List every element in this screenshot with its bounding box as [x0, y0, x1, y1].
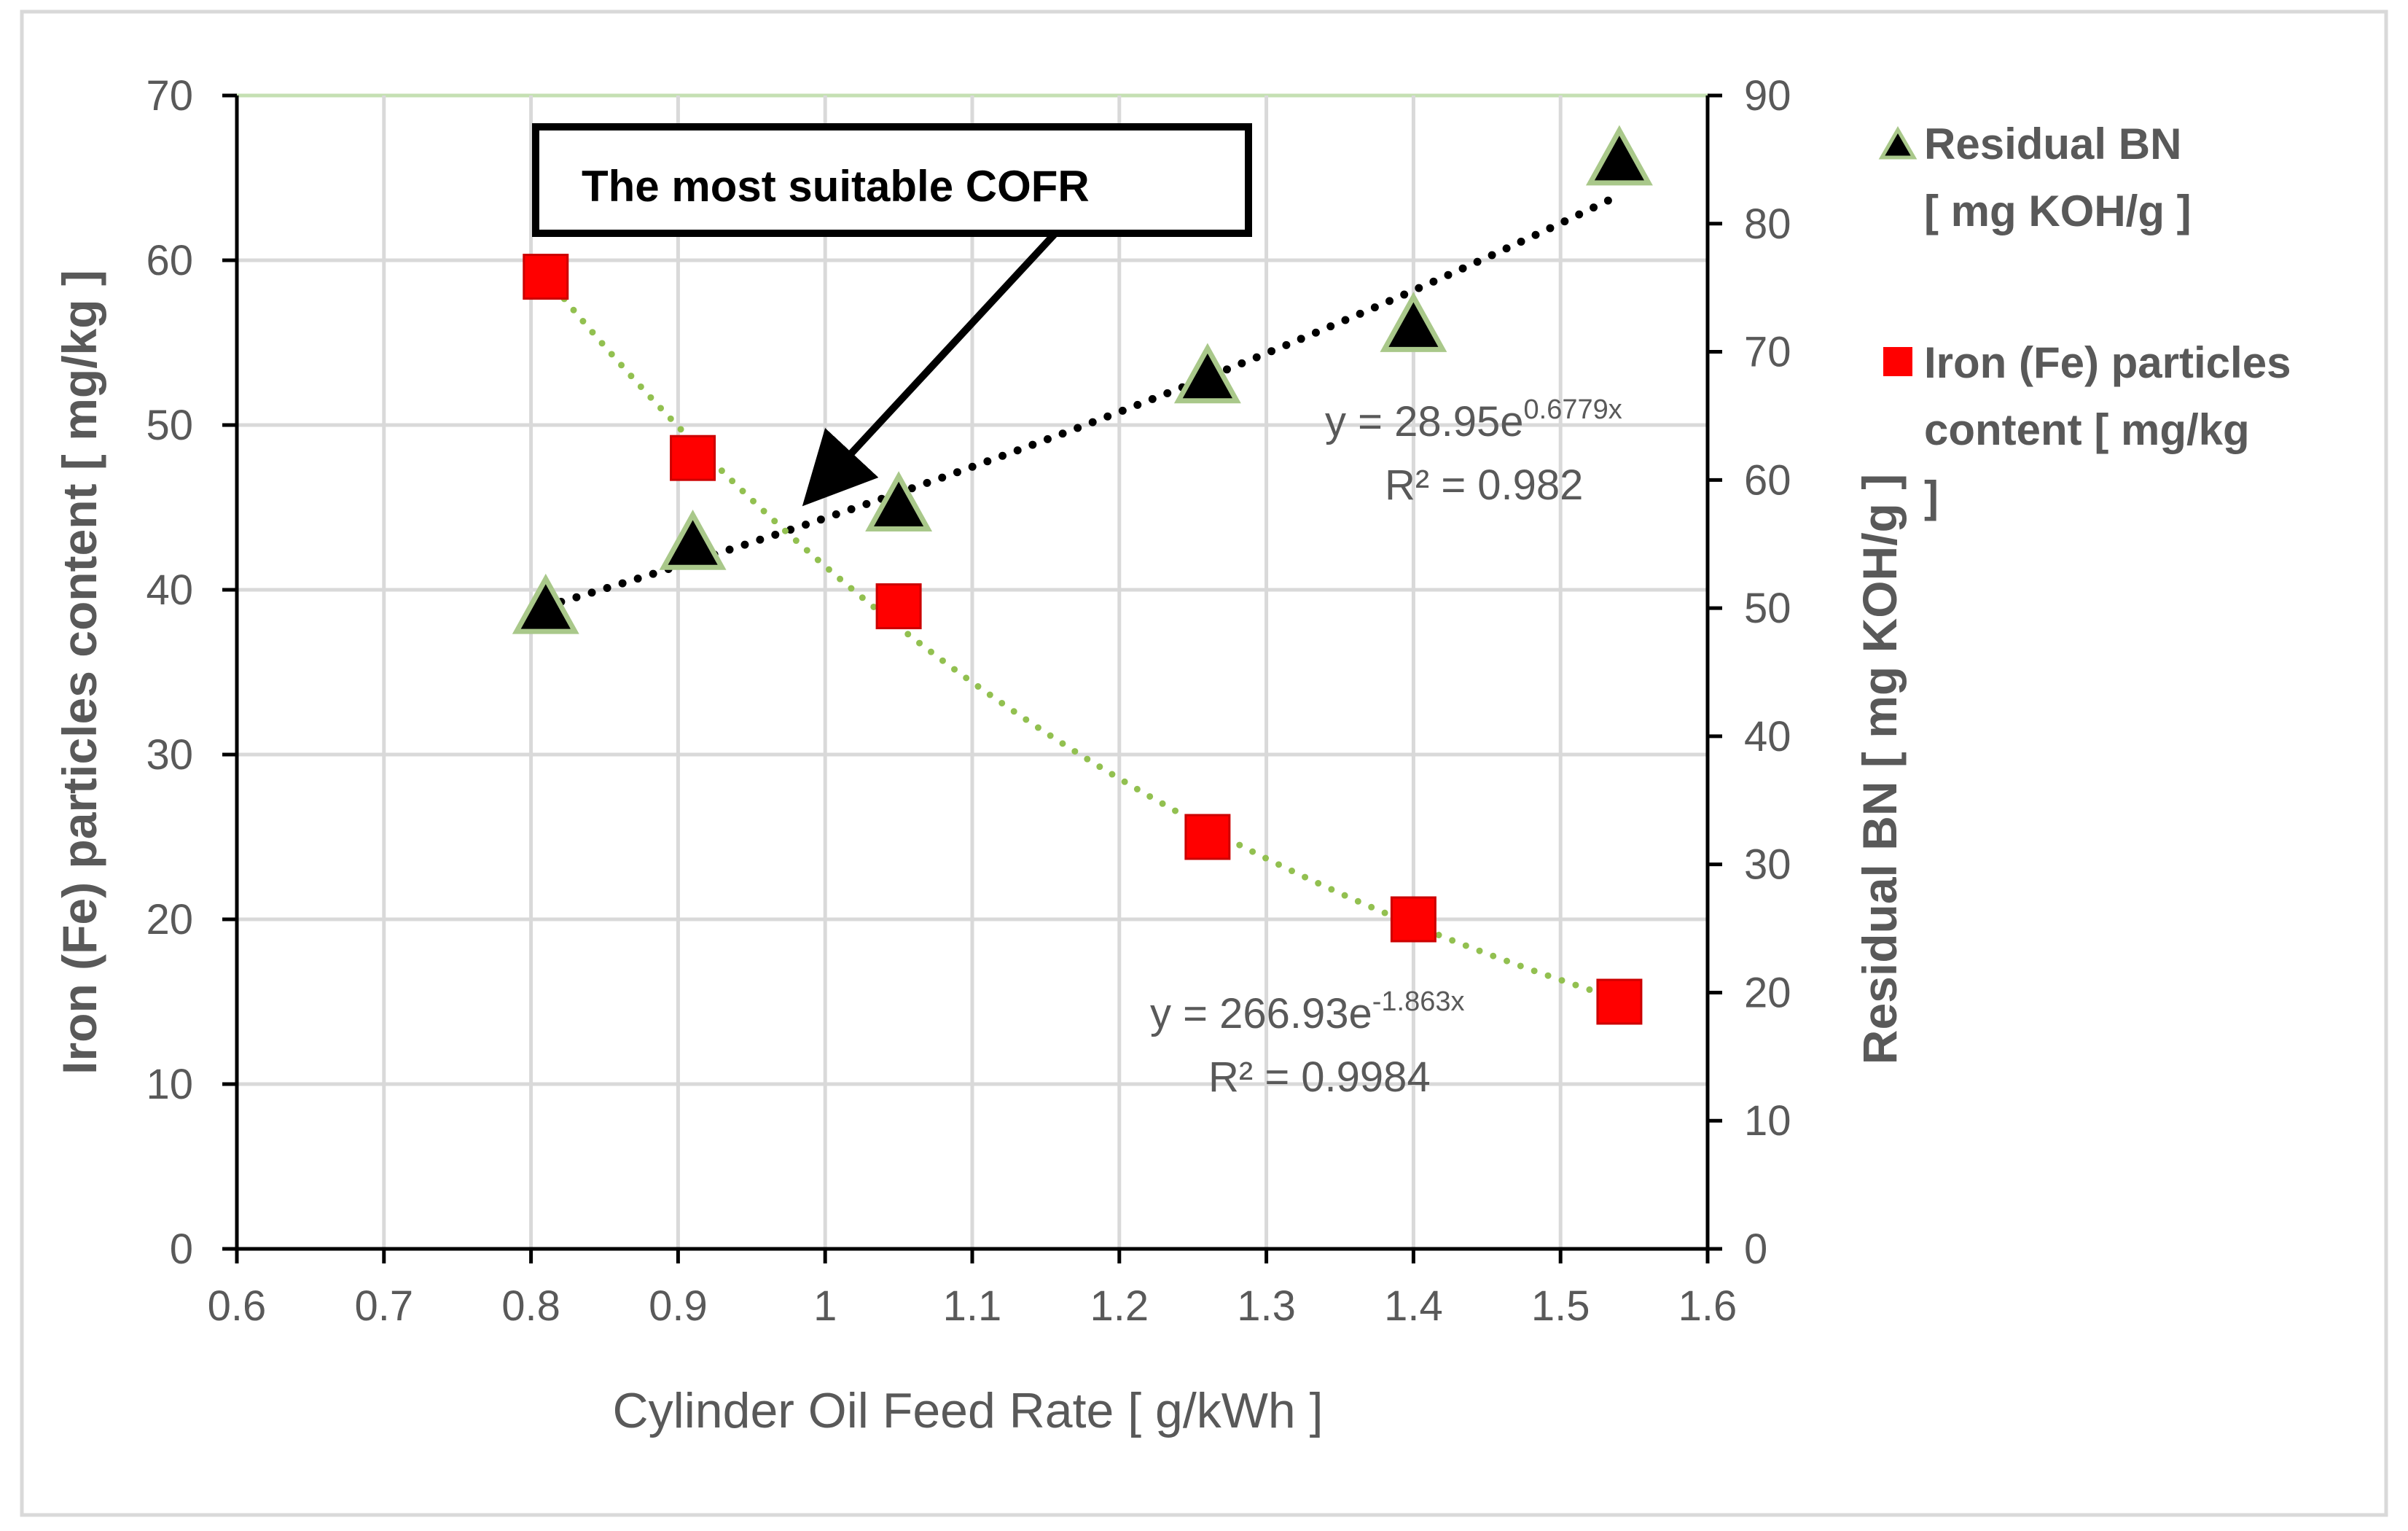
legend-square-marker	[1883, 347, 1912, 376]
callout-box	[532, 123, 1252, 237]
y-left-tick-label: 0	[170, 1226, 193, 1273]
y-right-tick-label: 20	[1744, 969, 1791, 1016]
y-left-tick-label: 20	[146, 896, 193, 943]
legend-label-residual-bn-line1: Residual BN	[1924, 120, 2181, 168]
y-right-tick-label: 50	[1744, 585, 1791, 632]
y-right-tick-label: 0	[1744, 1226, 1767, 1273]
iron-point	[1184, 814, 1231, 860]
y-axis-left-title: Iron (Fe) particles content [ mg/kg ]	[52, 270, 106, 1075]
bn-equation-base: y = 28.95e	[1325, 398, 1524, 445]
x-tick-label: 1.3	[1237, 1282, 1296, 1330]
residual-bn-point	[659, 510, 727, 570]
bn-equation: y = 28.95e0.6779x	[1325, 394, 1622, 445]
y-axis-right-title: Residual BN [ mg KOH/g ]	[1853, 474, 1907, 1064]
legend: Residual BN [ mg KOH/g ] Iron (Fe) parti…	[1878, 120, 2291, 521]
trendline-iron	[542, 273, 1623, 1003]
fe-r2: R² = 0.9984	[1208, 1053, 1431, 1101]
fe-equation: y = 266.93e-1.863x	[1150, 986, 1465, 1037]
y-right-tick-label: 40	[1744, 713, 1791, 760]
y-left-tick-label: 50	[146, 402, 193, 449]
y-right-tick-label: 30	[1744, 841, 1791, 889]
data-markers	[512, 125, 1653, 1025]
iron-point	[523, 254, 569, 300]
y-right-tick-label: 60	[1744, 456, 1791, 504]
residual-bn-point	[1380, 292, 1447, 352]
fe-equation-base: y = 266.93e	[1150, 990, 1372, 1037]
x-tick-label: 0.6	[208, 1282, 267, 1330]
axes: 0 10 20 30 40 50 60 70 0 10 20 30 40 50 60 70 80 90 0.6 0.7…	[146, 72, 1791, 1330]
x-tick-label: 0.7	[354, 1282, 413, 1330]
legend-triangle-marker	[1878, 126, 1918, 160]
callout-arrow	[802, 230, 1058, 507]
fe-equation-exponent: -1.863x	[1372, 986, 1465, 1017]
iron-point	[1390, 896, 1436, 943]
y-right-tick-label: 80	[1744, 200, 1791, 248]
x-tick-label: 1.1	[943, 1282, 1002, 1330]
fe-trend-equation: y = 266.93e-1.863x R² = 0.9984	[1150, 986, 1465, 1101]
callout-text: The most suitable COFR	[582, 162, 1090, 211]
residual-bn-point	[512, 573, 579, 634]
y-left-tick-label: 30	[146, 731, 193, 779]
legend-label-iron-line2: content [ mg/kg	[1924, 405, 2250, 454]
legend-item-residual-bn: Residual BN [ mg KOH/g ]	[1878, 120, 2192, 235]
x-tick-label: 1.6	[1678, 1282, 1737, 1330]
callout-annotation: The most suitable COFR	[532, 123, 1252, 507]
x-axis-title: Cylinder Oil Feed Rate [ g/kWh ]	[612, 1383, 1323, 1438]
y-left-tick-label: 40	[146, 566, 193, 614]
residual-bn-point	[1585, 125, 1653, 186]
bn-equation-exponent: 0.6779x	[1524, 394, 1622, 425]
y-right-tick-label: 10	[1744, 1097, 1791, 1145]
y-right-tick-label: 90	[1744, 72, 1791, 120]
legend-item-iron: Iron (Fe) particles content [ mg/kg ]	[1883, 338, 2291, 521]
iron-point	[1596, 978, 1643, 1025]
x-tick-label: 1.5	[1531, 1282, 1590, 1330]
x-tick-label: 1	[813, 1282, 837, 1330]
x-tick-label: 0.8	[501, 1282, 560, 1330]
legend-label-iron-line3: ]	[1924, 472, 1939, 521]
legend-label-iron-line1: Iron (Fe) particles	[1924, 338, 2291, 387]
x-tick-label: 1.2	[1090, 1282, 1149, 1330]
y-left-tick-label: 70	[146, 72, 193, 120]
x-tick-label: 0.9	[649, 1282, 708, 1330]
residual-bn-point	[1173, 343, 1241, 404]
legend-label-residual-bn-line2: [ mg KOH/g ]	[1924, 187, 2192, 235]
bn-trend-equation: y = 28.95e0.6779x R² = 0.982	[1325, 394, 1622, 509]
y-right-tick-label: 70	[1744, 329, 1791, 376]
x-tick-label: 1.4	[1384, 1282, 1443, 1330]
y-left-tick-label: 10	[146, 1061, 193, 1108]
trendlines	[542, 191, 1624, 1003]
chart-outer-frame	[20, 9, 2388, 1517]
y-left-tick-label: 60	[146, 237, 193, 284]
iron-point	[875, 583, 922, 630]
bn-r2: R² = 0.982	[1385, 461, 1583, 509]
iron-point	[670, 435, 716, 481]
residual-bn-point	[865, 471, 933, 531]
